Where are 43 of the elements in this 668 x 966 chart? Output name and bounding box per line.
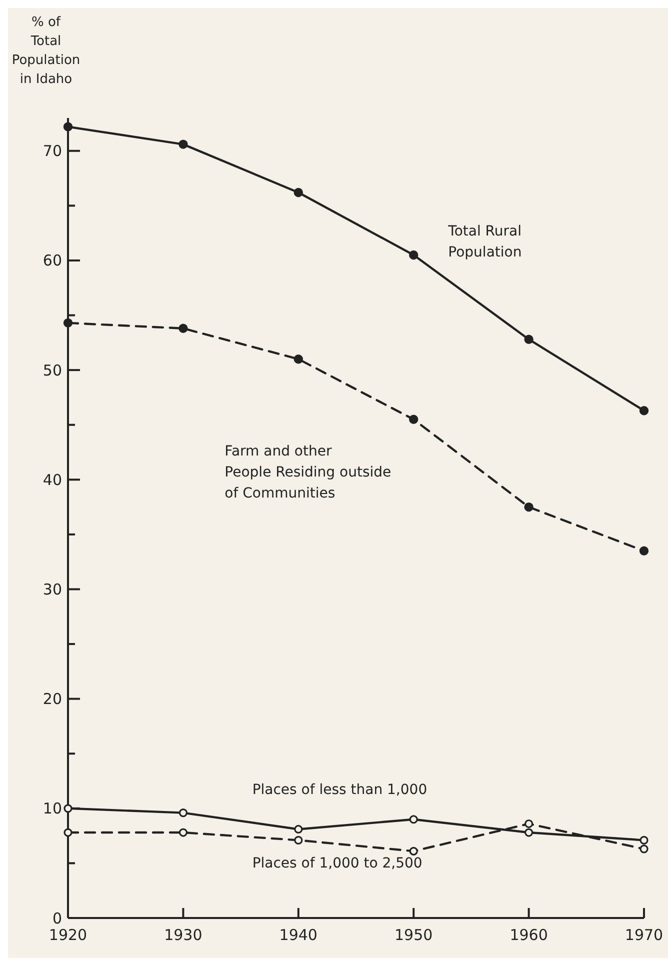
x-tick-label: 1930 bbox=[164, 926, 202, 944]
y-tick-label: 10 bbox=[42, 800, 62, 818]
point bbox=[640, 844, 648, 854]
text: Farm and other People Residing outside of Communities bbox=[224, 444, 392, 502]
point bbox=[178, 808, 188, 818]
point bbox=[640, 836, 648, 844]
point bbox=[178, 324, 188, 334]
y-tick-label: 0 bbox=[52, 909, 62, 928]
x-tick-label: 1950 bbox=[394, 926, 433, 944]
point bbox=[294, 836, 303, 844]
point bbox=[64, 804, 72, 813]
point bbox=[524, 334, 534, 344]
y-tick-label: 40 bbox=[42, 470, 62, 489]
point bbox=[63, 122, 73, 132]
point bbox=[294, 824, 303, 834]
y-tick-label: 30 bbox=[42, 580, 62, 598]
point bbox=[409, 815, 418, 824]
y-axis-title: % of Total Population in Idaho bbox=[12, 15, 80, 87]
point bbox=[639, 546, 649, 556]
x-tick-label: 1960 bbox=[510, 926, 548, 944]
point bbox=[64, 828, 72, 837]
y-tick-label: 70 bbox=[42, 142, 62, 160]
point bbox=[409, 250, 418, 260]
point bbox=[178, 140, 188, 149]
point bbox=[178, 828, 188, 837]
y-tick-label: 60 bbox=[42, 252, 62, 270]
series-label: Places of 1,000 to 2,500 bbox=[252, 856, 422, 872]
point bbox=[294, 354, 303, 364]
y-tick-label: 50 bbox=[42, 361, 62, 380]
point bbox=[63, 318, 73, 328]
x-tick-label: 1970 bbox=[624, 926, 664, 944]
series-label: Total Rural Population bbox=[447, 223, 522, 260]
x-tick-label: 1940 bbox=[279, 926, 318, 944]
y-tick-label: 20 bbox=[42, 690, 62, 708]
point bbox=[524, 502, 534, 512]
point bbox=[409, 414, 418, 424]
point bbox=[524, 828, 534, 837]
point bbox=[639, 406, 649, 416]
point bbox=[409, 846, 418, 856]
point bbox=[524, 819, 534, 828]
series-label: Places of less than 1,000 bbox=[252, 782, 428, 798]
point bbox=[294, 188, 303, 198]
x-tick-label: 1920 bbox=[48, 926, 88, 944]
